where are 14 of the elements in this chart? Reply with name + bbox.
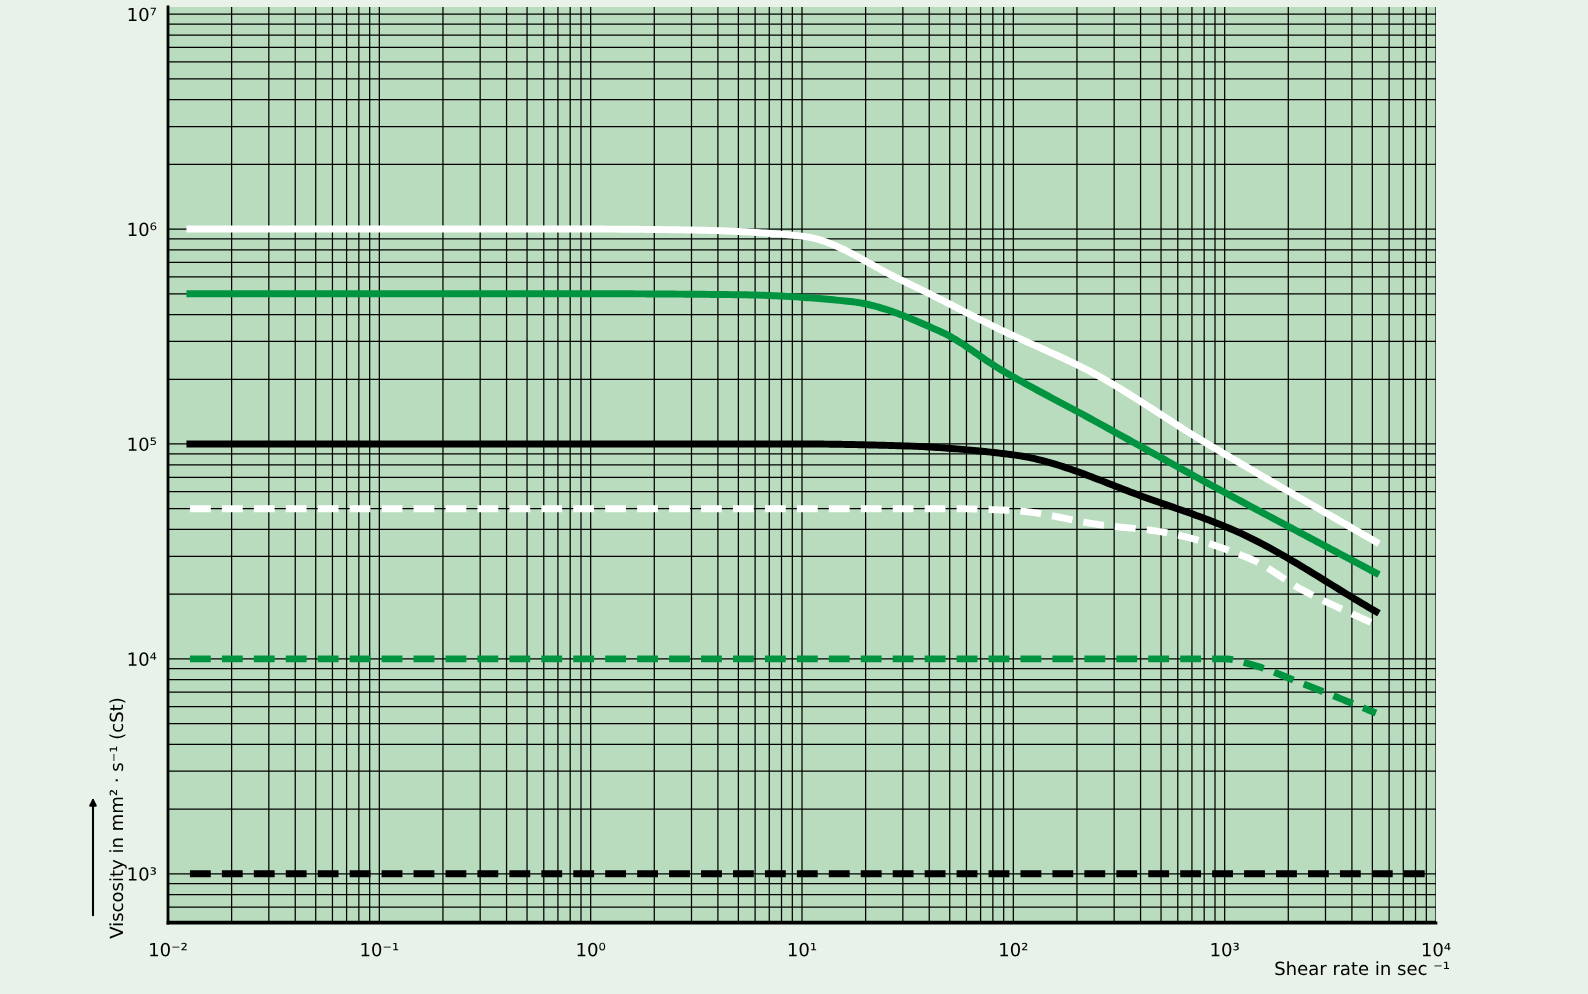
x-tick-label: 10³ [1211, 942, 1239, 957]
x-tick-label: 10⁴ [1422, 942, 1451, 957]
y-axis-title: Viscosity in mm² · s⁻¹ (cSt) [109, 698, 127, 939]
x-axis-title: Shear rate in sec ⁻¹ [1275, 961, 1450, 976]
y-tick-label: 10⁷ [128, 7, 157, 22]
y-tick-label: 10⁶ [128, 222, 157, 237]
x-tick-label: 10⁻¹ [361, 942, 399, 957]
x-tick-label: 10⁰ [577, 942, 606, 957]
x-tick-label: 10² [1000, 942, 1028, 957]
y-tick-label: 10⁵ [128, 437, 157, 452]
x-tick-label: 10¹ [788, 942, 817, 957]
y-tick-label: 10⁴ [128, 652, 157, 666]
x-tick-label: 10⁻² [150, 942, 187, 957]
y-tick-label: 10³ [128, 867, 156, 881]
